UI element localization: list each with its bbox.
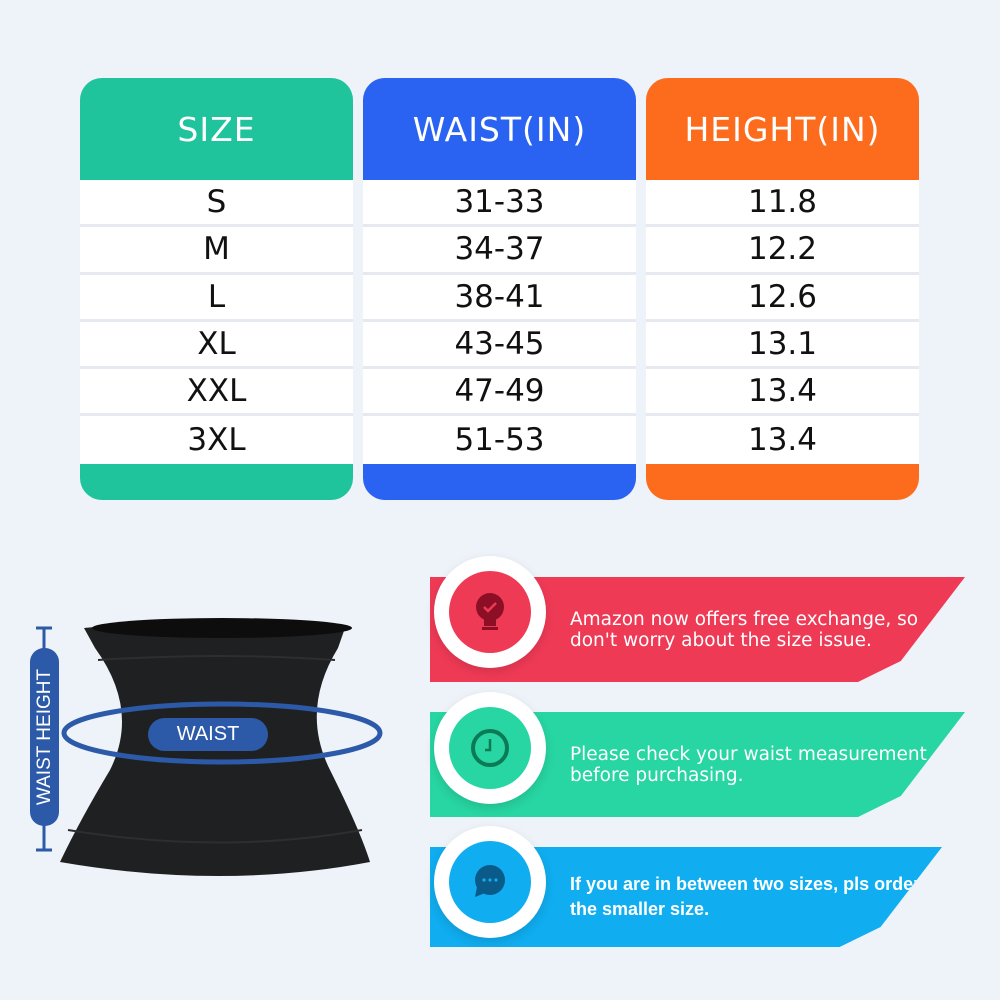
waist-header: WAIST(IN) [412,109,587,149]
height-header: HEIGHT(IN) [684,109,881,149]
tip-text: If you are in between two sizes, pls ord… [570,874,921,919]
waist-cell: 51-53 [454,422,545,459]
height-cell: 13.1 [646,322,919,370]
clock-icon [471,729,509,767]
height-cell: 11.8 [646,180,919,228]
height-column: HEIGHT(IN) 11.8 12.2 12.6 13.1 13.4 13.4 [646,78,919,500]
height-cell: 12.6 [646,275,919,322]
height-cell: 13.4 [747,422,818,459]
waist-cell: 47-49 [363,369,636,417]
tip-icon-circle [434,826,546,938]
size-column: SIZE S M L XL XXL 3XL [80,78,353,500]
tip-text: Please check your waist measurement befo… [570,743,927,786]
chat-bubble-icon [475,865,505,897]
waist-height-label: WAIST HEIGHT [34,668,55,806]
waist-measure-ring [61,701,383,765]
height-cell: 13.4 [646,369,919,417]
height-cell: 12.2 [646,227,919,275]
size-cell: 3XL [187,422,246,459]
size-cell: L [80,275,353,322]
tip-icon-circle [434,692,546,804]
waist-label: WAIST [148,718,268,751]
tip-icon-circle [434,556,546,668]
waist-cell: 31-33 [363,180,636,228]
lightbulb-check-icon [476,593,504,630]
size-cell: XL [80,322,353,370]
size-cell: M [80,227,353,275]
tip-text: Amazon now offers free exchange, so don'… [570,608,919,651]
waist-cell: 43-45 [363,322,636,370]
size-cell: XXL [80,369,353,417]
waist-cell: 34-37 [363,227,636,275]
waist-column: WAIST(IN) 31-33 34-37 38-41 43-45 47-49 … [363,78,636,500]
waist-cell: 38-41 [363,275,636,322]
size-cell: S [80,180,353,228]
size-header: SIZE [177,109,256,149]
waist-height-ruler [30,626,59,852]
